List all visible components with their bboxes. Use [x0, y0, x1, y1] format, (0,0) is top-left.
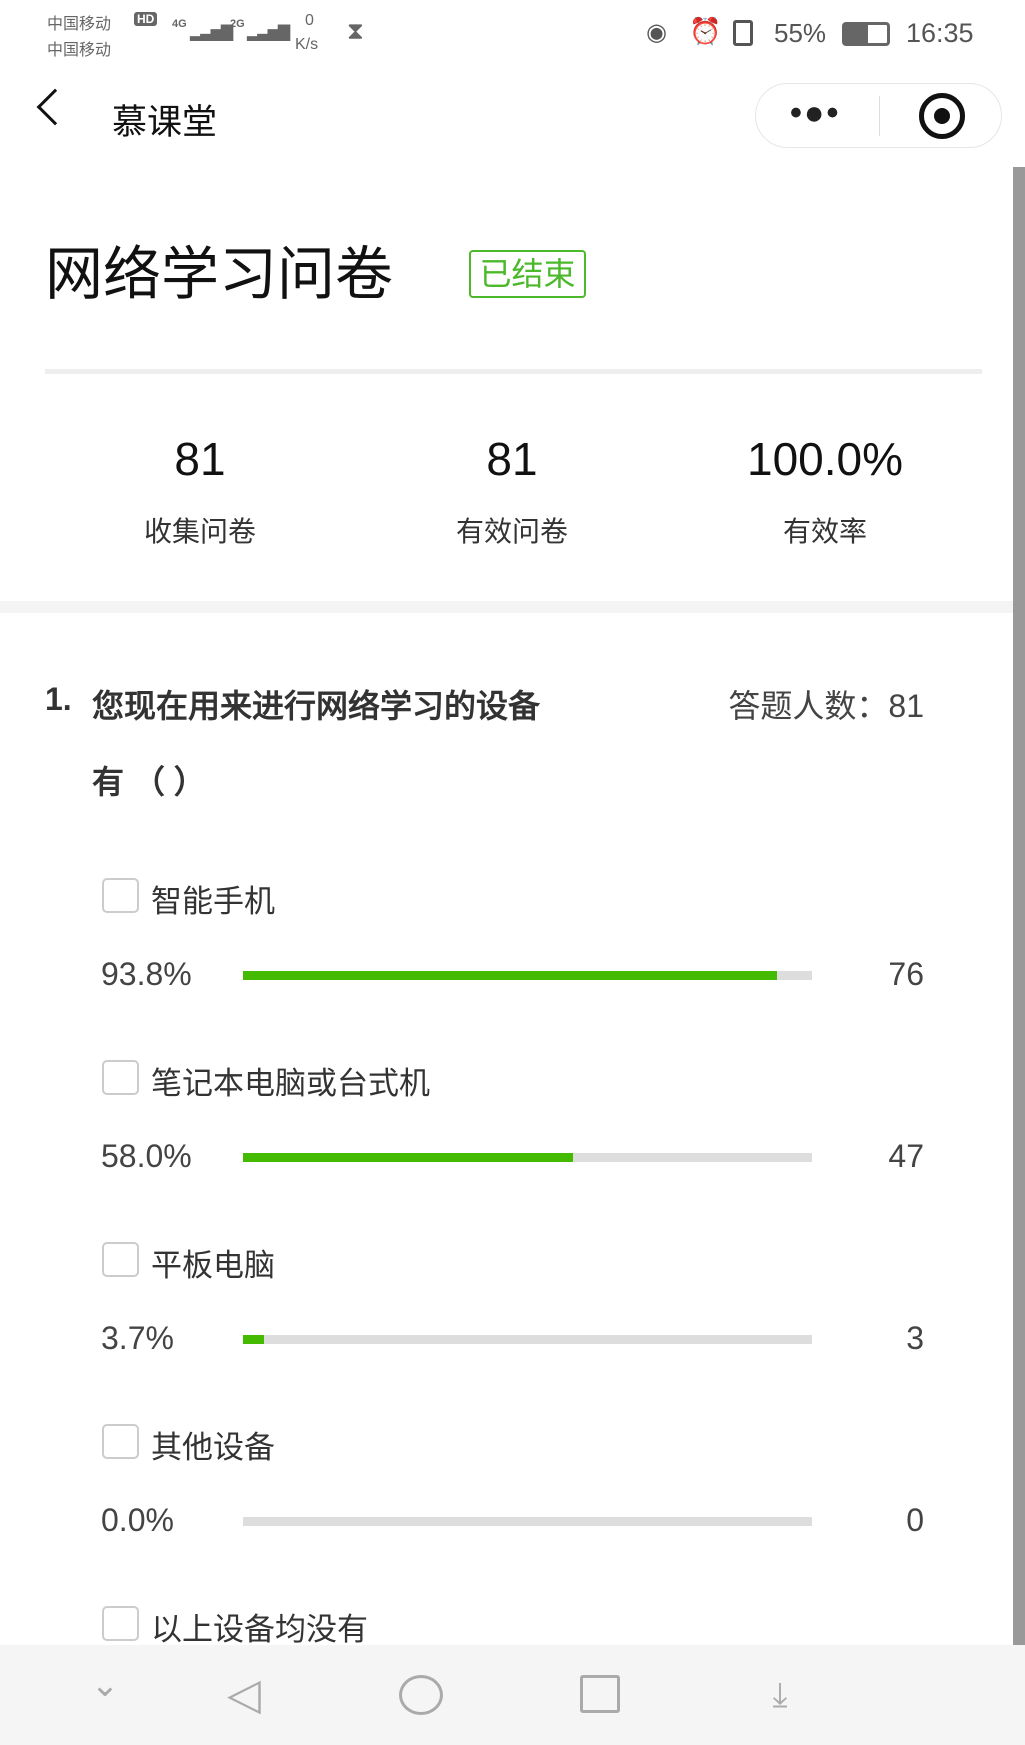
option-percent: 0.0%: [101, 1502, 174, 1538]
battery-icon: [842, 22, 890, 46]
option-checkbox[interactable]: [102, 1242, 139, 1277]
carrier-2: 中国移动: [47, 42, 112, 59]
net-4g: 4G: [172, 18, 187, 30]
stat-value: 100.0%: [746, 433, 903, 485]
nav-title: 慕课堂: [112, 103, 218, 142]
option-progress-bar: [243, 1335, 812, 1344]
option-progress-bar: [243, 1517, 812, 1526]
stat-value: 81: [486, 433, 538, 485]
survey-title: 网络学习问卷: [45, 242, 394, 307]
option-checkbox[interactable]: [102, 1060, 139, 1095]
option-checkbox[interactable]: [102, 1424, 139, 1459]
back-icon[interactable]: [36, 88, 74, 126]
respondents-count: 答题人数：81: [728, 688, 924, 724]
option-progress-bar: [243, 971, 812, 980]
section-separator: [0, 601, 1013, 613]
option-label: 智能手机: [151, 884, 275, 919]
status-bar: 中国移动 HD 中国移动 4G ▂▃▅▇ 2G ▂▃▅▇ 0 K/s ⧗ ◉ ⏰…: [0, 0, 1025, 72]
option-progress-bar: [243, 1153, 812, 1162]
more-icon[interactable]: •●•: [790, 94, 841, 132]
signal-icon: ▂▃▅▇: [190, 24, 233, 41]
battery-percent: 55%: [774, 18, 827, 48]
question-text-line2: 有 （ ）: [92, 764, 206, 800]
option-label: 平板电脑: [151, 1248, 275, 1283]
option-percent: 3.7%: [101, 1320, 174, 1356]
option-checkbox[interactable]: [102, 1606, 139, 1641]
option-label: 以上设备均没有: [151, 1612, 368, 1647]
back-triangle-icon[interactable]: ◁: [227, 1670, 261, 1719]
stat-label: 有效率: [782, 516, 867, 547]
option-label: 其他设备: [151, 1430, 275, 1465]
question-text: 您现在用来进行网络学习的设备: [92, 688, 541, 724]
option-count: 3: [906, 1320, 924, 1356]
option-percent: 58.0%: [101, 1138, 192, 1174]
question-number: 1.: [45, 681, 72, 717]
option-count: 76: [888, 956, 924, 992]
eye-icon: ◉: [646, 19, 667, 46]
option-percent: 93.8%: [101, 956, 192, 992]
option-count: 0: [906, 1502, 924, 1538]
status-badge: 已结束: [469, 250, 586, 298]
option-label: 笔记本电脑或台式机: [151, 1066, 430, 1101]
scrollbar[interactable]: [1013, 167, 1025, 1645]
divider: [45, 369, 982, 374]
alarm-icon: ⏰: [689, 16, 722, 46]
pull-down-icon[interactable]: ⤓: [772, 1676, 788, 1714]
stat-value: 81: [174, 433, 226, 485]
speed-unit: K/s: [295, 36, 319, 53]
home-icon[interactable]: [399, 1675, 443, 1715]
option-checkbox[interactable]: [102, 878, 139, 913]
option-progress-fill: [243, 1153, 574, 1162]
clock: 16:35: [906, 18, 974, 48]
option-progress-fill: [243, 971, 777, 980]
hd-badge: HD: [134, 12, 158, 26]
option-progress-fill: [243, 1335, 265, 1344]
stat-label: 收集问卷: [143, 516, 256, 547]
hourglass-icon: ⧗: [347, 18, 364, 45]
close-miniprogram-icon[interactable]: [919, 93, 965, 139]
system-nav-bar: ⌄ ◁ ⤓: [0, 1645, 1025, 1745]
capsule-menu: •●•: [755, 83, 1002, 148]
capsule-divider: [879, 96, 880, 136]
carrier-1: 中国移动: [47, 16, 112, 33]
option-count: 47: [888, 1138, 924, 1174]
stat-label: 有效问卷: [455, 516, 568, 547]
recents-icon[interactable]: [580, 1675, 620, 1713]
speed-value: 0: [305, 12, 314, 29]
nav-bar: 慕课堂: [0, 72, 1025, 162]
vibrate-icon: [733, 20, 753, 46]
chevron-down-icon[interactable]: ⌄: [90, 1666, 120, 1704]
net-2g: 2G: [230, 18, 245, 30]
signal-icon: ▂▃▅▇: [247, 24, 290, 41]
